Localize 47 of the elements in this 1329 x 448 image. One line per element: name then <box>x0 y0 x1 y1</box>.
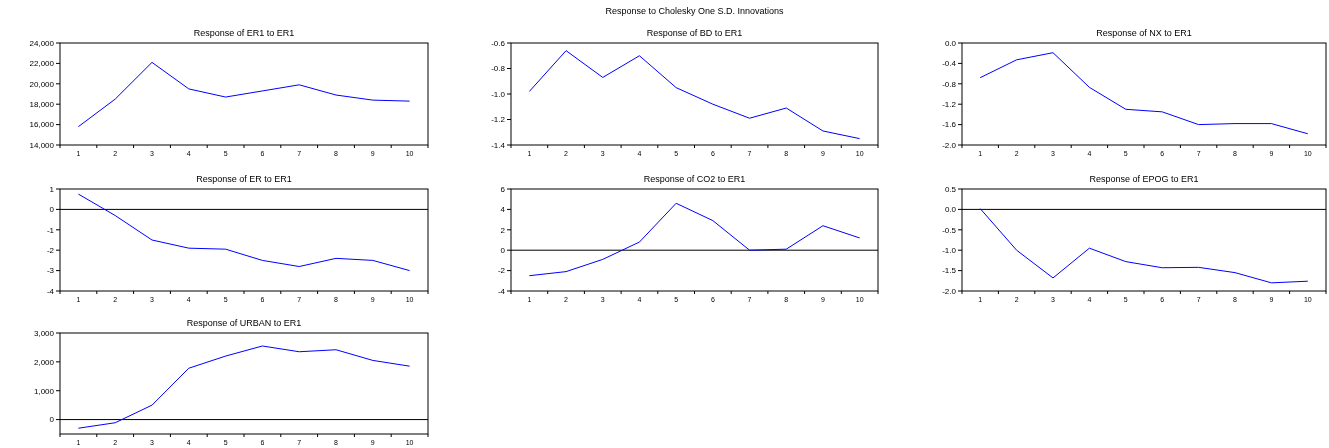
y-tick-label: -1.2 <box>491 115 506 125</box>
y-tick-label: -0.8 <box>942 79 957 89</box>
y-tick-label: 0.0 <box>944 38 957 48</box>
y-tick-label: 6 <box>500 184 506 194</box>
y-tick-label: 20,000 <box>29 79 55 89</box>
y-tick-label: -2 <box>46 246 55 255</box>
y-tick-label: -2.0 <box>942 286 957 296</box>
y-tick-label: 16,000 <box>29 120 55 130</box>
y-tick-label: 22,000 <box>29 59 55 69</box>
y-tick-label: 0.5 <box>944 184 957 194</box>
chart-title: Response of ER to ER1 <box>196 174 292 184</box>
y-tick-label: -0.4 <box>942 59 957 69</box>
y-tick-label: -1.0 <box>942 246 957 255</box>
chart-title: Response of ER1 to ER1 <box>193 28 295 38</box>
chart-title: Response of URBAN to ER1 <box>186 318 302 328</box>
y-tick-label: -0.8 <box>491 64 506 74</box>
y-tick-label: 1,000 <box>33 386 55 396</box>
y-tick-label: 4 <box>500 205 506 215</box>
y-tick-label: 0 <box>500 246 506 255</box>
y-tick-label: 0.0 <box>944 205 957 215</box>
y-tick-label: -1 <box>46 225 55 235</box>
y-tick-label: -3 <box>46 266 55 276</box>
y-tick-label: -2 <box>497 266 506 276</box>
y-tick-label: 0 <box>49 415 55 425</box>
y-tick-label: 14,000 <box>29 140 55 150</box>
y-tick-label: -4 <box>46 286 55 296</box>
y-tick-label: -1.0 <box>491 89 506 99</box>
y-tick-label: -1.5 <box>942 266 957 276</box>
y-tick-label: -1.4 <box>491 140 506 150</box>
y-tick-label: 24,000 <box>29 38 55 48</box>
y-tick-label: 1 <box>49 184 55 194</box>
y-tick-label: -1.2 <box>942 100 957 109</box>
y-tick-label: 0 <box>49 205 55 215</box>
y-tick-label: 18,000 <box>29 100 55 109</box>
y-tick-label: -2.0 <box>942 140 957 150</box>
text: Response to Cholesky One S.D. Innovations <box>605 6 785 16</box>
y-tick-label: -1.6 <box>942 120 957 130</box>
chart-title: Response of CO2 to ER1 <box>643 174 746 184</box>
y-tick-label: -4 <box>497 286 506 296</box>
y-tick-label: -0.5 <box>942 225 957 235</box>
y-tick-label: 3,000 <box>33 328 55 338</box>
chart-title: Response of NX to ER1 <box>1096 28 1192 38</box>
y-tick-label: -0.6 <box>491 38 506 48</box>
chart-title: Response of EPOG to ER1 <box>1089 174 1199 184</box>
y-tick-label: 2 <box>500 225 506 235</box>
y-tick-label: 2,000 <box>33 357 55 367</box>
chart-title: Response of BD to ER1 <box>646 28 743 38</box>
